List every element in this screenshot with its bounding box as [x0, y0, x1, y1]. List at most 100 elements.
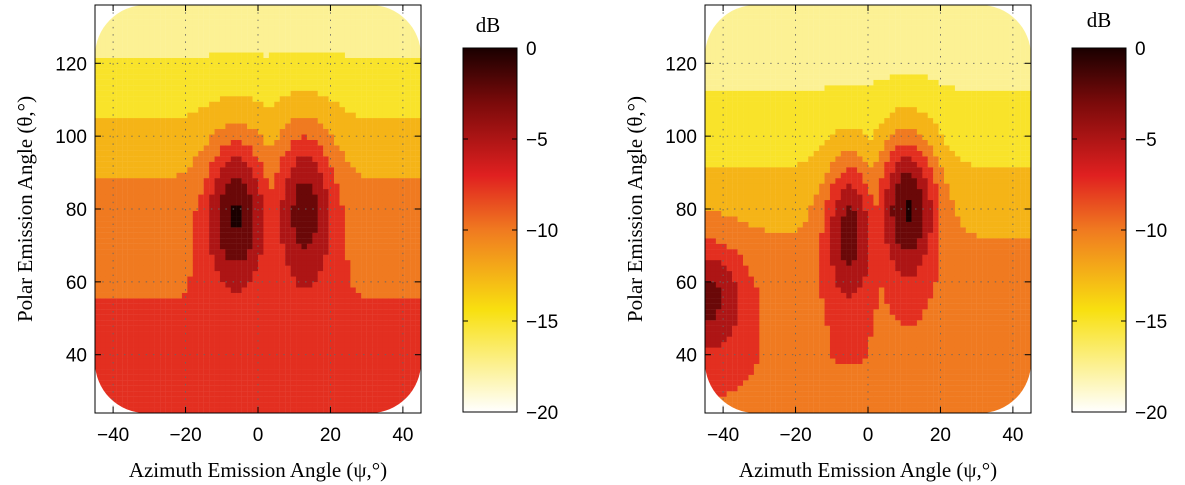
heat-cell	[149, 374, 155, 381]
heat-cell	[171, 112, 177, 119]
heat-cell	[252, 85, 259, 91]
heat-cell	[306, 107, 313, 113]
heat-cell	[290, 112, 297, 119]
heat-cell	[705, 352, 711, 359]
heat-cell	[149, 341, 155, 348]
heat-cell	[317, 221, 324, 228]
heat-cell	[236, 19, 242, 26]
colorbar-tick-label: 0	[526, 39, 537, 60]
heat-cell	[247, 369, 253, 375]
heat-cell	[715, 363, 722, 370]
heat-cell	[290, 128, 297, 135]
heat-cell	[344, 358, 351, 365]
heat-cell	[334, 336, 340, 343]
heat-cell	[301, 336, 308, 343]
heat-cell	[149, 227, 155, 233]
heat-cell	[154, 68, 161, 75]
heat-cell	[410, 331, 416, 337]
heat-cell	[165, 57, 172, 64]
heat-cell	[334, 68, 340, 75]
heat-cell	[241, 46, 248, 53]
heat-cell	[160, 314, 166, 321]
heat-cell	[160, 227, 166, 233]
heat-cell	[377, 358, 384, 365]
heat-cell	[214, 25, 221, 31]
heat-cell	[323, 85, 329, 91]
heat-cell	[268, 52, 275, 59]
heat-cell	[366, 276, 373, 283]
heat-cell	[241, 172, 248, 179]
heat-cell	[377, 194, 384, 201]
heat-cell	[415, 63, 421, 69]
heat-cell	[263, 396, 270, 403]
heat-cell	[241, 123, 248, 130]
heat-cell	[285, 363, 291, 370]
heat-cell	[263, 85, 270, 91]
heat-cell	[149, 303, 155, 310]
heat-cell	[355, 107, 362, 113]
heat-cell	[127, 260, 134, 266]
heat-cell	[209, 325, 215, 332]
heat-cell	[111, 391, 117, 397]
heat-cell	[252, 183, 259, 190]
heat-cell	[296, 85, 302, 91]
heat-cell	[111, 150, 117, 157]
heat-cell	[372, 385, 378, 392]
heat-cell	[301, 314, 308, 321]
heat-cell	[393, 281, 400, 288]
heat-cell	[122, 68, 128, 75]
heat-cell	[388, 314, 395, 321]
heat-cell	[225, 216, 232, 222]
heat-cell	[290, 5, 297, 9]
heat-cell	[214, 46, 221, 53]
heat-cell	[323, 358, 329, 365]
heat-cell	[339, 57, 346, 64]
heat-cell	[372, 57, 378, 64]
heat-cell	[290, 85, 297, 91]
heat-cell	[111, 347, 117, 354]
heat-cell	[372, 161, 378, 168]
heat-cell	[290, 336, 297, 343]
heat-cell	[252, 96, 259, 102]
heat-cell	[721, 35, 727, 42]
heat-cell	[154, 238, 161, 244]
heat-cell	[382, 128, 389, 135]
heat-cell	[404, 232, 411, 239]
heat-cell	[715, 331, 722, 337]
heat-cell	[105, 270, 112, 277]
heat-cell	[285, 188, 291, 195]
heat-cell	[372, 188, 378, 195]
heat-cell	[726, 96, 733, 102]
heat-cell	[339, 101, 346, 108]
heat-cell	[705, 96, 711, 102]
heat-cell	[285, 41, 291, 48]
heat-cell	[361, 205, 367, 212]
heat-cell	[388, 369, 395, 375]
heat-cell	[105, 123, 112, 130]
heat-cell	[388, 216, 395, 222]
heat-cell	[219, 156, 226, 162]
heat-cell	[160, 380, 166, 386]
heat-cell	[100, 407, 107, 413]
heat-cell	[203, 298, 210, 304]
heat-cell	[399, 254, 405, 261]
heat-cell	[279, 210, 286, 217]
heat-cell	[252, 385, 259, 392]
heat-cell	[710, 352, 717, 359]
heat-cell	[388, 101, 395, 108]
heat-cell	[388, 25, 395, 31]
heat-cell	[339, 139, 346, 146]
heat-cell	[181, 85, 188, 91]
heat-cell	[334, 205, 340, 212]
heat-cell	[149, 281, 155, 288]
heat-cell	[241, 178, 248, 184]
heat-cell	[236, 205, 242, 212]
heat-cell	[268, 156, 275, 162]
heat-cell	[241, 309, 248, 315]
heat-cell	[312, 265, 318, 272]
heat-cell	[372, 227, 378, 233]
heat-cell	[252, 407, 259, 413]
heat-cell	[111, 19, 117, 26]
heat-cell	[296, 336, 302, 343]
heat-cell	[209, 19, 215, 26]
